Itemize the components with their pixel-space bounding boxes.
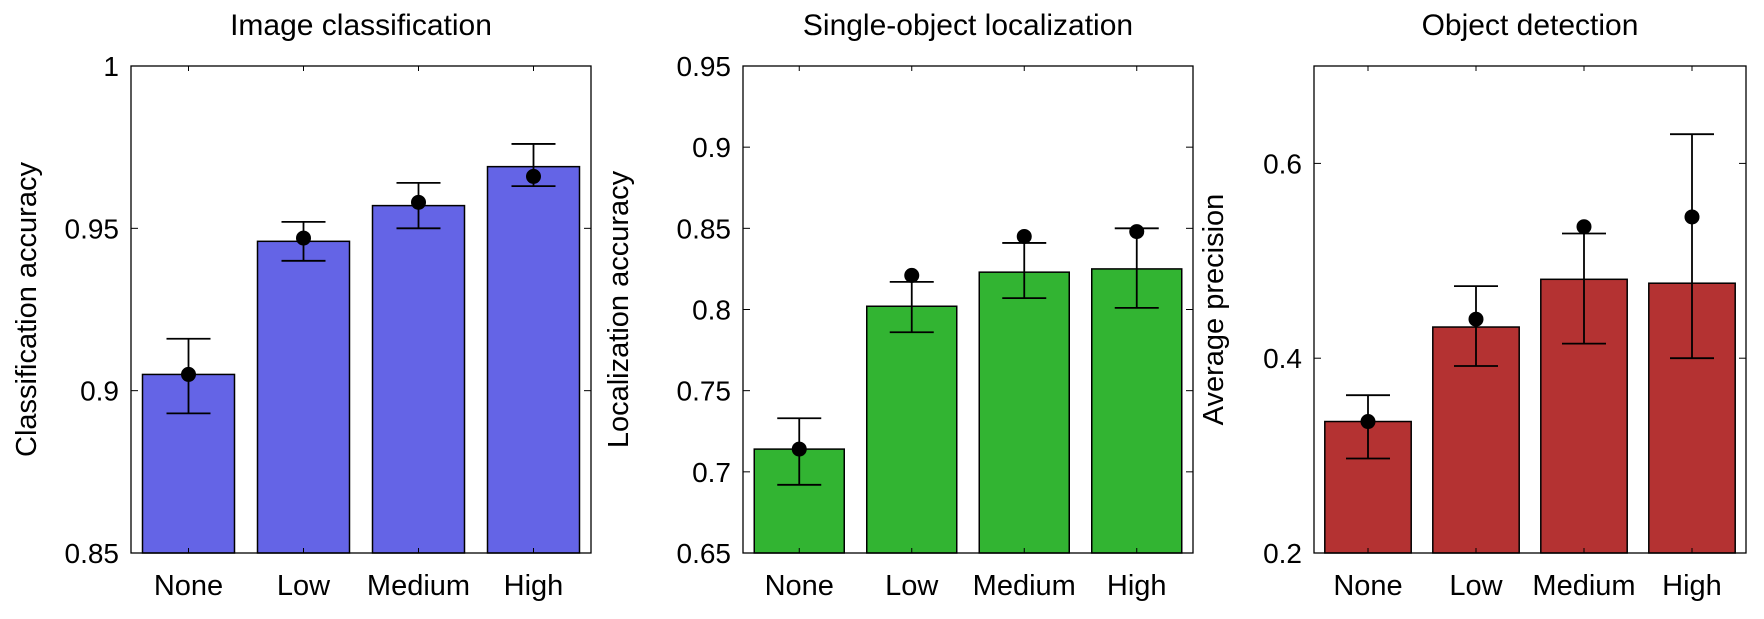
detection-axes-frame bbox=[1313, 65, 1747, 554]
detection-y-axis-label: Average precision bbox=[1198, 194, 1230, 426]
localization-point-low bbox=[904, 267, 920, 283]
detection-point-medium bbox=[1576, 219, 1592, 235]
localization-y-tick-label: 0.7 bbox=[692, 457, 731, 488]
localization-x-tick-label-none: None bbox=[765, 570, 834, 602]
detection-error-bar-high bbox=[1670, 133, 1714, 360]
detection-x-tick-label-none: None bbox=[1333, 570, 1402, 602]
localization-x-tick-label-medium: Medium bbox=[973, 570, 1076, 602]
detection-x-tick-label-medium: Medium bbox=[1532, 570, 1635, 602]
classification-y-tick-label: 0.9 bbox=[80, 376, 119, 407]
panel-single-object-localization: Single-object localization Localization a… bbox=[603, 9, 1194, 602]
detection-x-tick-label-low: Low bbox=[1449, 570, 1503, 602]
classification-x-tick-label-high: High bbox=[504, 570, 564, 602]
localization-y-tick-label: 0.65 bbox=[677, 538, 732, 569]
localization-bar-high bbox=[1091, 268, 1183, 554]
detection-point-none bbox=[1360, 414, 1376, 430]
localization-y-axis-label: Localization accuracy bbox=[603, 170, 635, 448]
detection-point-low bbox=[1468, 311, 1484, 327]
classification-chart-title: Image classification bbox=[230, 9, 492, 42]
classification-bar-medium bbox=[371, 204, 466, 554]
detection-y-tick-label: 0.2 bbox=[1263, 538, 1302, 569]
localization-y-tick-label: 0.9 bbox=[692, 132, 731, 163]
localization-point-high bbox=[1129, 224, 1145, 240]
localization-chart-title: Single-object localization bbox=[803, 9, 1133, 42]
classification-x-tick-label-medium: Medium bbox=[367, 570, 470, 602]
localization-bar-medium bbox=[978, 271, 1070, 554]
classification-x-tick-label-low: Low bbox=[277, 570, 331, 602]
panel-image-classification: Image classification Classification accur… bbox=[11, 9, 592, 602]
localization-bar-low bbox=[866, 305, 958, 554]
classification-bar-low bbox=[256, 240, 351, 554]
detection-y-tick-label: 0.4 bbox=[1263, 343, 1302, 374]
detection-point-high bbox=[1684, 209, 1700, 225]
classification-point-none bbox=[181, 366, 196, 382]
classification-point-low bbox=[296, 230, 311, 246]
classification-y-axis-label: Classification accuracy bbox=[11, 162, 43, 457]
classification-point-high bbox=[526, 168, 541, 184]
localization-y-tick-label: 0.75 bbox=[677, 376, 732, 407]
localization-point-none bbox=[791, 441, 807, 457]
classification-y-tick-label: 0.95 bbox=[65, 213, 120, 244]
localization-x-tick-label-high: High bbox=[1107, 570, 1167, 602]
classification-y-tick-label: 0.85 bbox=[65, 538, 120, 569]
classification-x-tick-label-none: None bbox=[154, 570, 223, 602]
localization-y-tick-label: 0.85 bbox=[677, 213, 732, 244]
classification-bar-high bbox=[486, 165, 581, 554]
localization-point-medium bbox=[1016, 228, 1032, 244]
detection-y-tick-label: 0.6 bbox=[1263, 148, 1302, 179]
localization-y-tick-label: 0.95 bbox=[677, 51, 732, 82]
panel-object-detection: Object detection Average precision None Low… bbox=[1198, 9, 1747, 602]
classification-point-medium bbox=[411, 194, 426, 210]
classification-y-tick-label: 1 bbox=[103, 51, 119, 82]
classification-axes-frame bbox=[130, 65, 592, 554]
detection-x-tick-label-high: High bbox=[1662, 570, 1722, 602]
localization-x-tick-label-low: Low bbox=[885, 570, 939, 602]
detection-chart-title: Object detection bbox=[1422, 9, 1639, 42]
localization-y-tick-label: 0.8 bbox=[692, 295, 731, 326]
